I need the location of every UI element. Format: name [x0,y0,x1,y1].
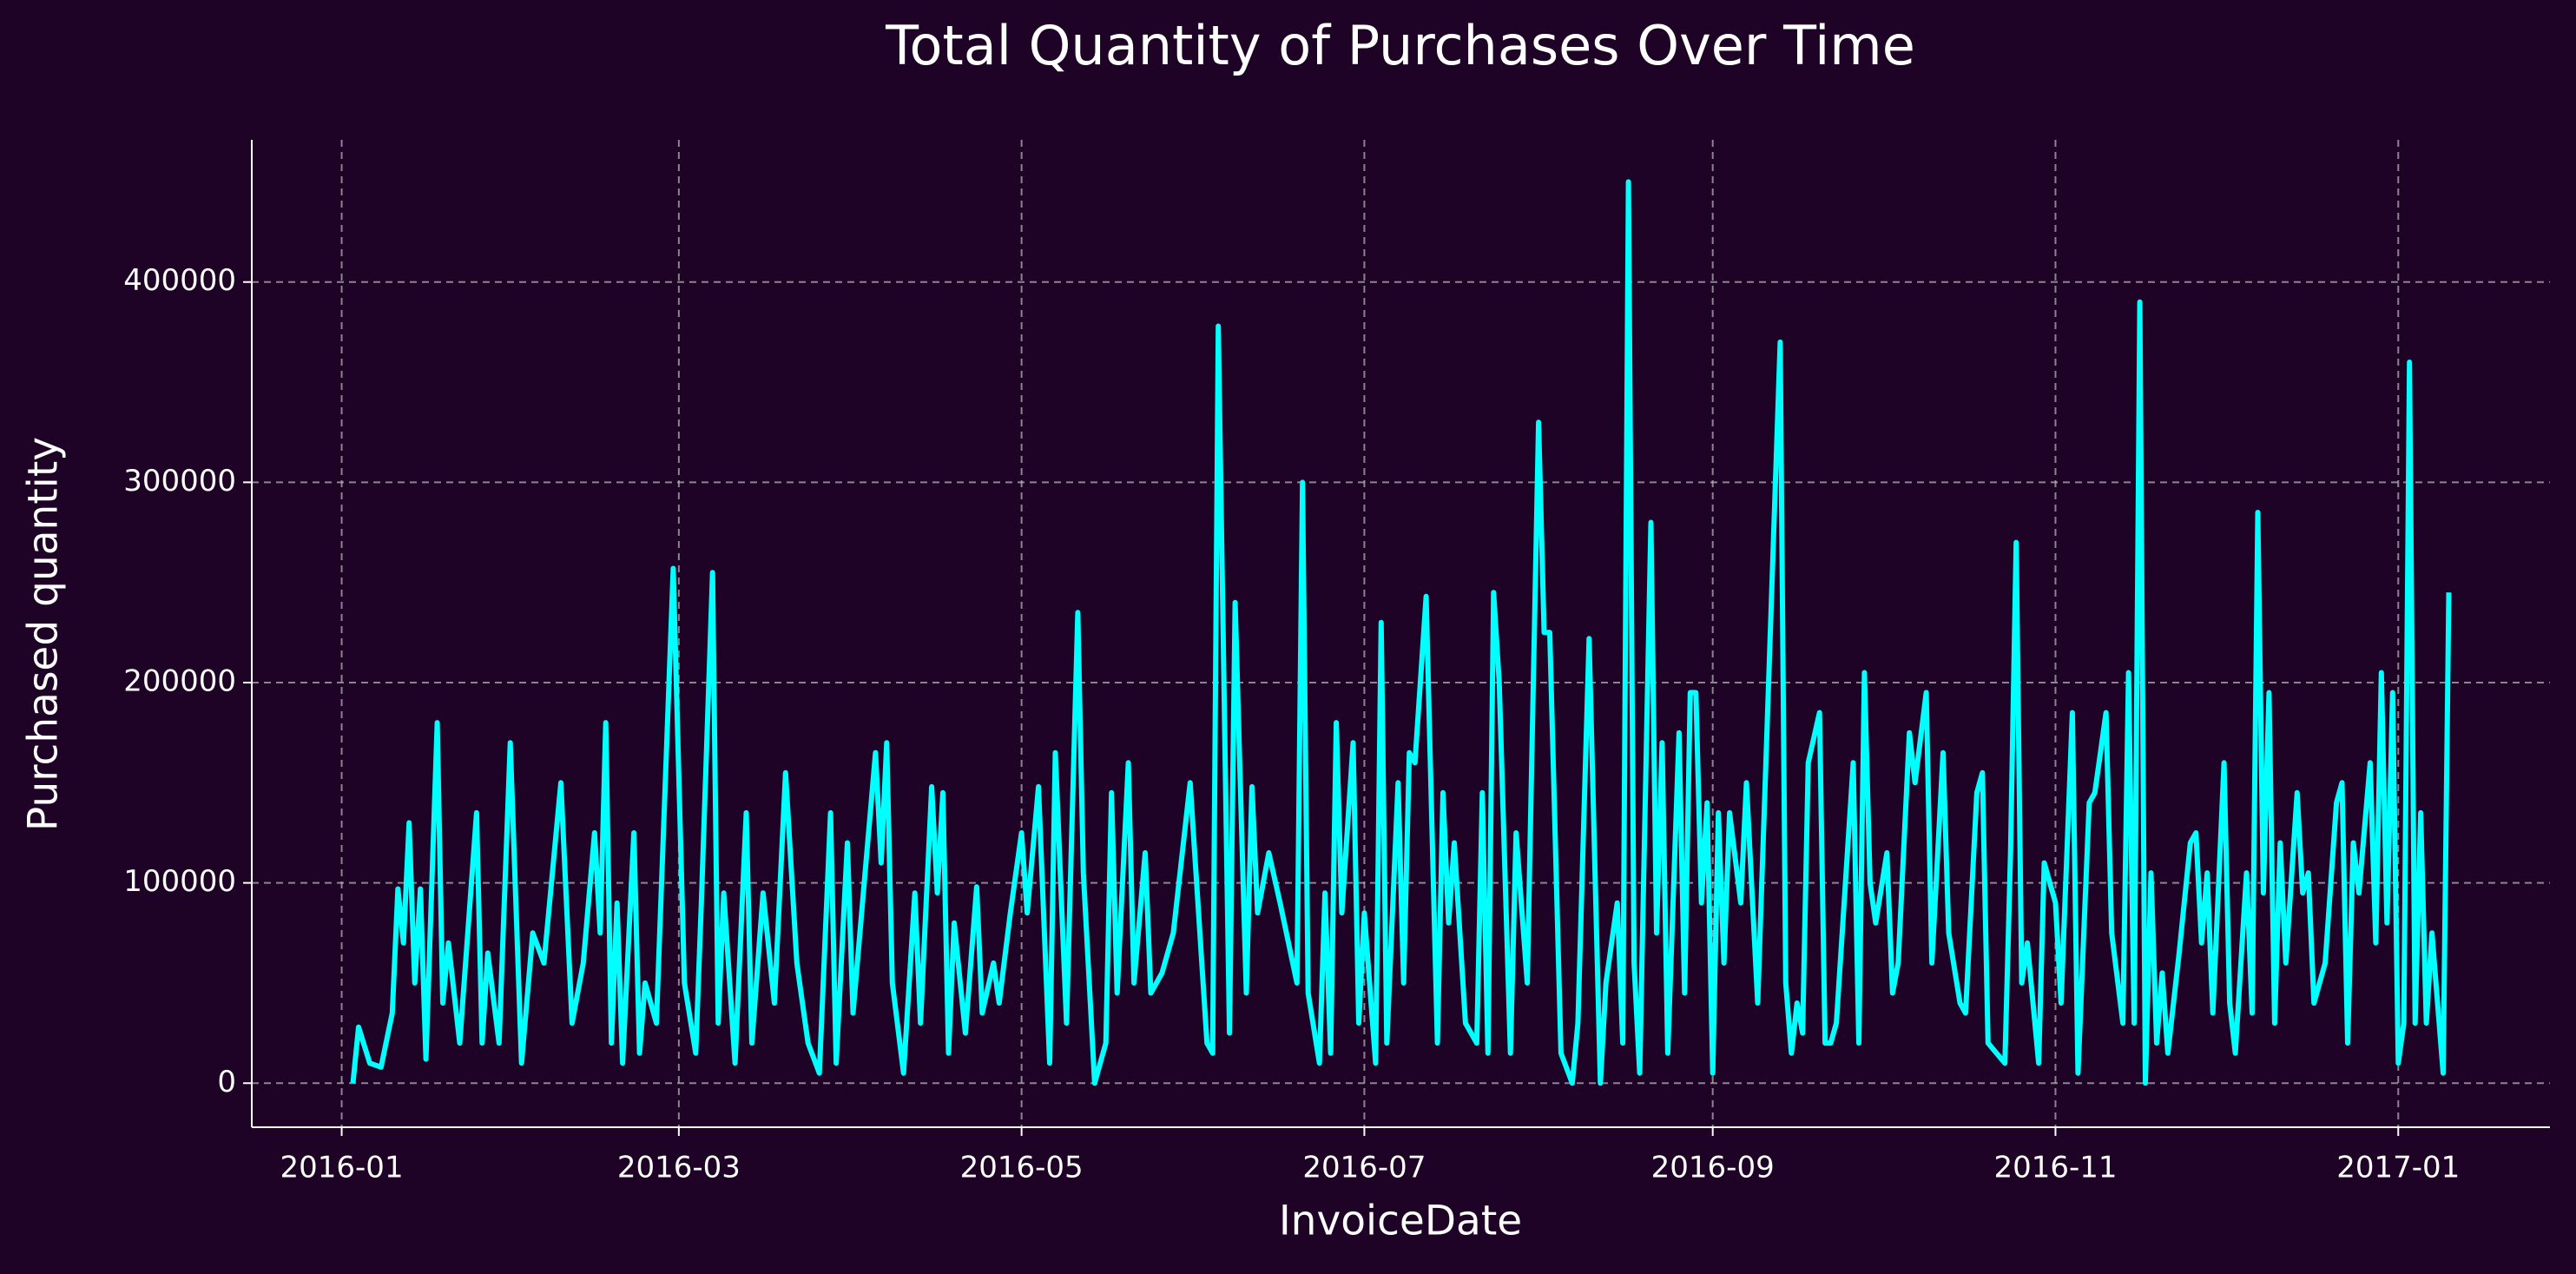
y-tick-label: 0 [217,1065,236,1099]
y-tick-label: 200000 [123,664,236,699]
x-tick-label: 2016-05 [960,1151,1084,1185]
data-line [350,179,2452,1086]
x-tick-label: 2016-07 [1302,1151,1426,1185]
x-tick-label: 2016-11 [1993,1151,2117,1185]
plot [350,179,2452,1086]
x-axis-label: InvoiceDate [1279,1198,1522,1245]
x-tick-label: 2017-01 [2336,1151,2460,1185]
y-axis-label: Purchased quantity [20,437,68,831]
y-tick-label: 300000 [123,464,236,498]
grid: 0 100000 200000 300000 400000 2016-01 2016-03 2… [123,140,2550,1185]
x-tick-label: 2016-03 [617,1151,741,1185]
chart-title: Total Quantity of Purchases Over Time [885,14,1915,77]
y-tick-label: 400000 [123,263,236,298]
y-tick-label: 100000 [123,864,236,899]
x-tick-label: 2016-01 [280,1151,404,1185]
x-tick-label: 2016-09 [1651,1151,1775,1185]
